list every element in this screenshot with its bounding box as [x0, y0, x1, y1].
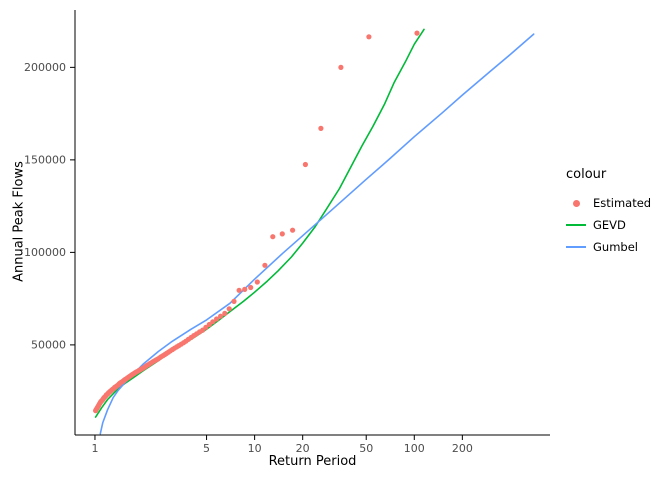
- data-point: [366, 34, 372, 40]
- x-axis-ticks: 1 5 10 20 50 100 200: [91, 435, 473, 455]
- x-tick-label: 20: [296, 442, 310, 455]
- data-point: [290, 227, 296, 233]
- x-tick-label: 1: [91, 442, 98, 455]
- estimated-point-key-icon: [566, 199, 586, 207]
- legend-item-gumbel: Gumbel: [566, 236, 670, 258]
- series-line: [99, 33, 535, 435]
- y-tick-label: 100000: [24, 246, 66, 259]
- x-axis-title: Return Period: [268, 454, 357, 469]
- gumbel-line-key-icon: [566, 246, 586, 248]
- x-tick-label: 100: [404, 442, 425, 455]
- series-line: [94, 28, 425, 418]
- legend-label-estimated: Estimated: [593, 196, 652, 210]
- legend-label-gevd: GEVD: [593, 218, 626, 232]
- data-point: [414, 30, 420, 36]
- series-gumbel: [99, 33, 535, 435]
- series-gevd: [94, 28, 425, 418]
- series-estimated: [93, 30, 420, 414]
- legend-title: colour: [566, 167, 607, 182]
- data-point: [279, 231, 285, 237]
- data-point: [226, 306, 232, 312]
- data-point: [248, 284, 254, 291]
- data-point: [214, 316, 220, 322]
- data-point: [270, 234, 276, 240]
- y-tick-label: 150000: [24, 153, 66, 166]
- y-axis-ticks: 50000 100000 150000 200000: [24, 61, 75, 351]
- legend: colour Estimated GEVD Gumbel: [566, 167, 670, 258]
- legend-label-gumbel: Gumbel: [593, 240, 638, 254]
- legend-item-gevd: GEVD: [566, 214, 670, 236]
- data-point: [302, 161, 308, 168]
- y-axis-title: Annual Peak Flows: [11, 161, 27, 282]
- x-tick-label: 10: [248, 442, 262, 455]
- data-point: [262, 262, 268, 268]
- data-point: [254, 279, 260, 285]
- data-point: [222, 310, 228, 316]
- data-point: [338, 64, 344, 70]
- y-tick-label: 50000: [31, 338, 66, 351]
- data-point: [210, 319, 216, 325]
- x-tick-label: 5: [203, 442, 210, 455]
- data-point: [318, 125, 324, 131]
- legend-item-estimated: Estimated: [566, 192, 670, 214]
- data-point: [231, 298, 237, 304]
- data-point: [93, 408, 99, 414]
- gevd-line-key-icon: [566, 224, 586, 226]
- x-tick-label: 50: [359, 442, 373, 455]
- x-tick-label: 200: [452, 442, 473, 455]
- data-point: [218, 313, 224, 319]
- data-point: [236, 287, 242, 293]
- y-tick-label: 200000: [24, 61, 66, 74]
- data-point: [242, 286, 248, 292]
